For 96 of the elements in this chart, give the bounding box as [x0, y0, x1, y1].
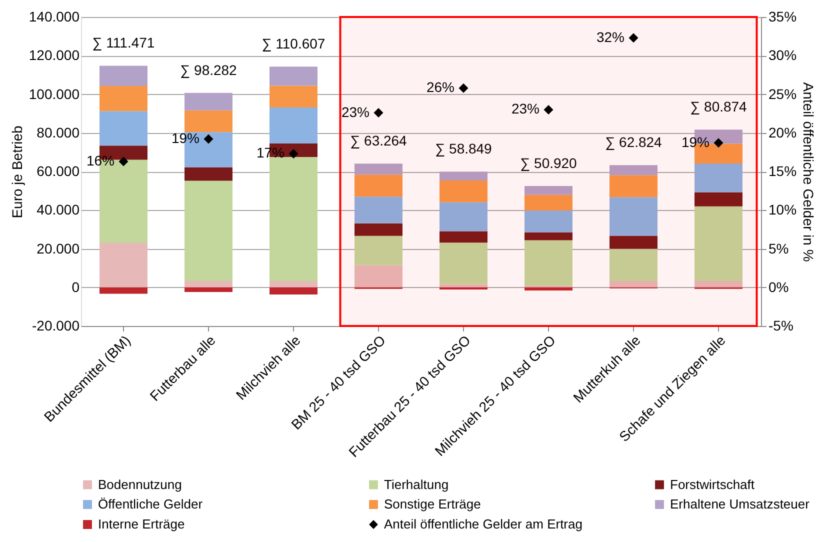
bar: [610, 165, 658, 176]
bar: [100, 287, 148, 294]
total-label: ∑ 111.471: [92, 34, 155, 51]
total-label: ∑ 80.874: [690, 98, 748, 115]
bar: [610, 248, 658, 281]
point: [288, 148, 298, 158]
bar: [610, 175, 658, 198]
bar: [524, 194, 572, 210]
bar: [610, 281, 658, 288]
bar: [354, 236, 402, 266]
bar: [184, 110, 232, 132]
total-label: ∑ 110.607: [262, 36, 326, 52]
point: [458, 83, 468, 93]
total-label: ∑ 63.264: [350, 132, 408, 149]
y2-tick-label: -5%: [768, 318, 794, 334]
data-label: 16%: [86, 152, 114, 168]
bar: [270, 108, 318, 144]
y-axis-title: Euro je Betrieb: [8, 125, 25, 218]
y-tick-label: 40.000: [36, 202, 80, 218]
bar: [610, 236, 658, 249]
bar: [184, 92, 232, 110]
bar: [440, 242, 488, 284]
legend-label: Tierhaltung: [384, 476, 449, 492]
point: [204, 134, 214, 144]
y-tick-label: 60.000: [36, 163, 80, 179]
bar: [440, 284, 488, 288]
y-tick-label: 140.000: [28, 8, 80, 24]
bar: [524, 240, 572, 286]
bar: [524, 186, 572, 195]
bar: [694, 192, 742, 206]
bar: [100, 66, 148, 86]
point: [544, 104, 554, 114]
y2-tick-label: 25%: [768, 86, 797, 102]
legend-label: Anteil öffentliche Gelder am Ertrag: [384, 516, 582, 532]
legend-label: Interne Erträge: [98, 516, 185, 532]
y2-tick-label: 20%: [768, 124, 797, 140]
point: [628, 33, 638, 43]
bar: [694, 281, 742, 288]
legend-label: Forstwirtschaft: [670, 476, 755, 492]
bar: [184, 167, 232, 181]
bar: [100, 242, 148, 288]
total-label: ∑ 58.849: [435, 140, 492, 157]
y2-tick-label: 0%: [768, 278, 789, 295]
bar: [100, 111, 148, 146]
bar: [184, 287, 232, 292]
bar: [100, 86, 148, 112]
data-label: 23%: [341, 104, 370, 120]
bar: [440, 172, 488, 180]
y-tick-label: 120.000: [28, 47, 80, 64]
y-tick-label: 100.000: [28, 86, 80, 102]
bar: [694, 163, 742, 192]
y2-axis-title: Anteil öffentliche Gelder in %: [800, 82, 817, 262]
total-label: ∑ 62.824: [605, 134, 662, 150]
y2-tick-label: 30%: [768, 47, 797, 64]
bar: [270, 157, 318, 281]
legend-label: Bodennutzung: [98, 476, 182, 492]
bar: [694, 206, 742, 281]
data-label: 23%: [511, 100, 540, 117]
bar: [354, 174, 402, 197]
bar: [524, 210, 572, 232]
legend-label: Erhaltene Umsatzsteuer: [670, 496, 810, 512]
bar: [354, 164, 402, 175]
data-label: 26%: [426, 79, 454, 96]
bar: [270, 281, 318, 288]
bar: [440, 202, 488, 232]
bar: [184, 180, 232, 281]
data-label: 19%: [681, 134, 710, 150]
bar: [354, 196, 402, 224]
y2-tick-label: 35%: [768, 8, 797, 24]
y-tick-label: 80.000: [36, 124, 80, 140]
y2-tick-label: 5%: [768, 240, 789, 256]
y2-tick-label: 10%: [768, 202, 797, 218]
legend-label: Sonstige Erträge: [384, 496, 481, 512]
data-label: 19%: [171, 130, 200, 146]
bar: [610, 197, 658, 236]
point: [374, 108, 384, 118]
legend-label: Öffentliche Gelder: [98, 496, 204, 512]
y-tick-label: -20.000: [32, 318, 80, 334]
y-tick-label: 20.000: [36, 240, 80, 256]
data-label: 32%: [596, 28, 624, 45]
bar: [524, 232, 572, 240]
y-tick-label: 0: [72, 278, 80, 295]
bar: [184, 281, 232, 288]
bar: [270, 66, 318, 86]
bar: [270, 86, 318, 108]
bar: [354, 223, 402, 236]
bar: [440, 180, 488, 202]
bar: [354, 265, 402, 288]
y2-tick-label: 15%: [768, 163, 797, 179]
point: [118, 156, 128, 166]
bar: [270, 287, 318, 295]
total-label: ∑ 50.920: [520, 154, 578, 171]
total-label: ∑ 98.282: [180, 62, 238, 78]
bar: [524, 287, 572, 290]
bar: [440, 231, 488, 243]
point: [714, 138, 724, 148]
